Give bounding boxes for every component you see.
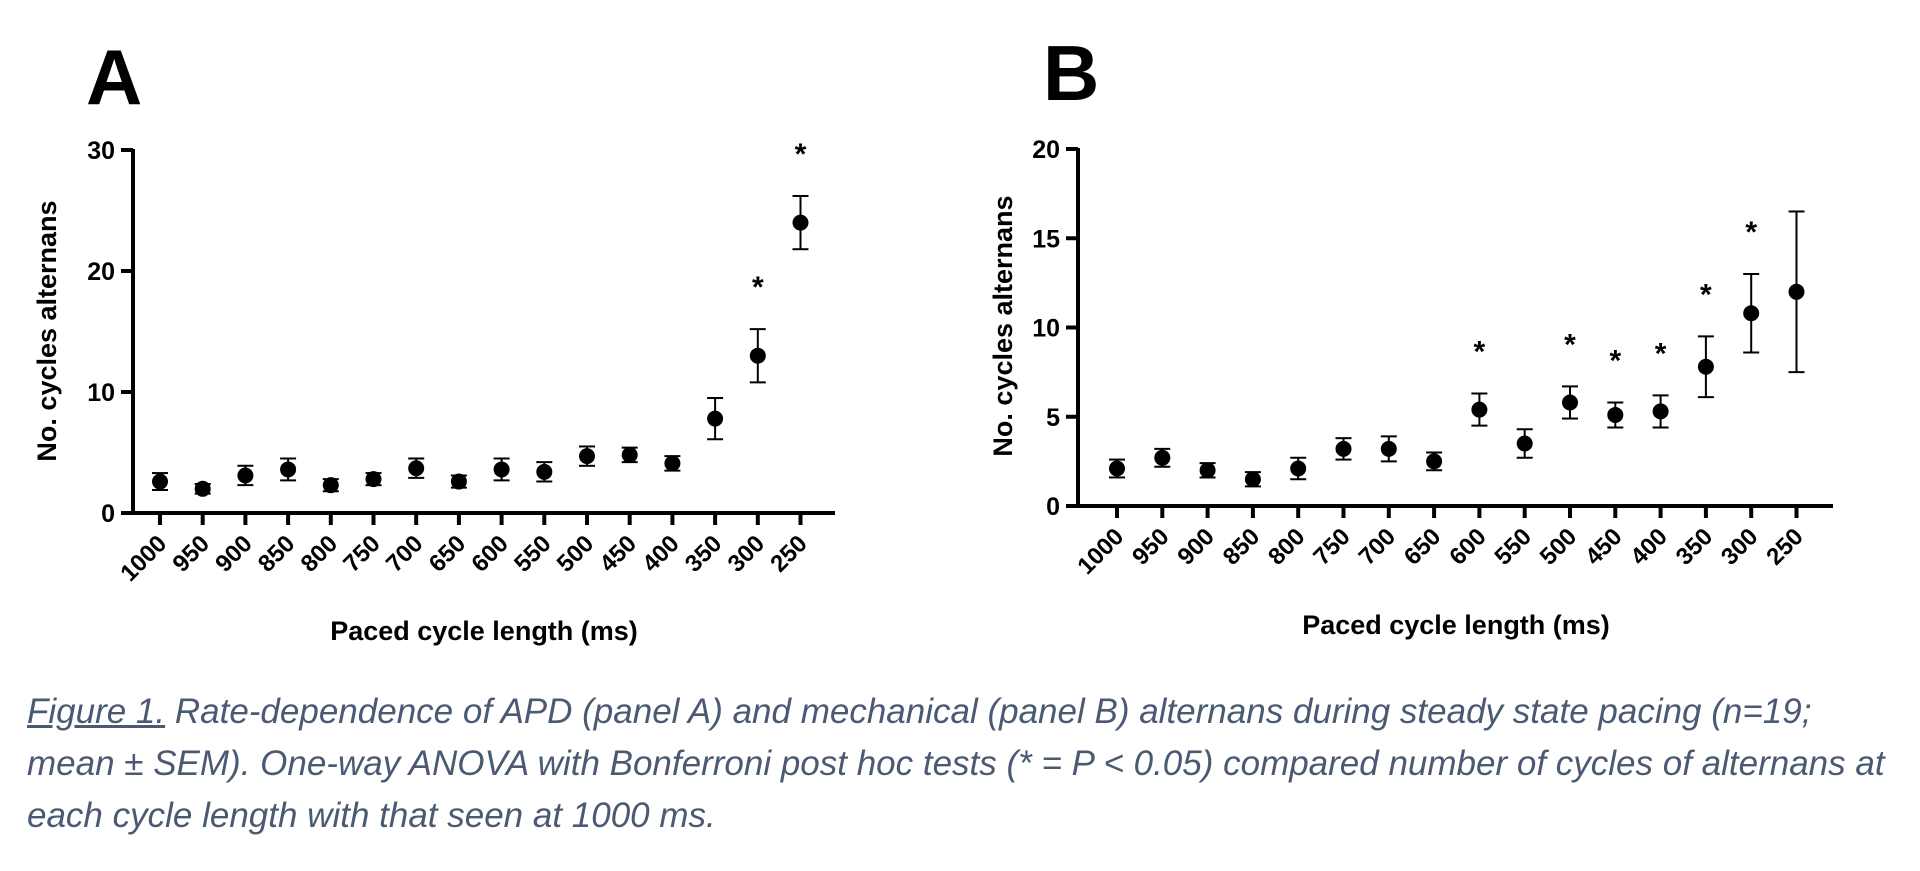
x-tick-label: 750 bbox=[1308, 523, 1355, 570]
y-tick-label: 0 bbox=[101, 500, 115, 528]
data-point bbox=[1743, 305, 1760, 322]
data-point bbox=[450, 473, 467, 490]
data-point bbox=[1788, 283, 1805, 300]
y-tick-label: 15 bbox=[1032, 225, 1060, 253]
x-tick-label: 900 bbox=[1172, 523, 1219, 570]
x-tick-label: 550 bbox=[1490, 523, 1537, 570]
data-point bbox=[1607, 406, 1624, 423]
data-point bbox=[280, 461, 297, 478]
x-tick-label: 250 bbox=[1761, 523, 1808, 570]
significance-marker: * bbox=[795, 138, 807, 171]
x-tick-label: 500 bbox=[1535, 523, 1582, 570]
significance-marker: * bbox=[1609, 344, 1621, 377]
y-tick-label: 30 bbox=[87, 137, 115, 165]
significance-marker: * bbox=[1700, 278, 1712, 311]
data-point bbox=[1697, 358, 1714, 375]
significance-marker: * bbox=[1564, 328, 1576, 361]
data-point bbox=[1426, 453, 1443, 470]
y-tick-label: 5 bbox=[1046, 404, 1060, 432]
x-tick-label: 650 bbox=[1399, 523, 1446, 570]
y-tick-label: 10 bbox=[1032, 315, 1060, 343]
y-tick-label: 0 bbox=[1046, 493, 1060, 521]
panel-label-a: A bbox=[86, 33, 143, 121]
data-point bbox=[707, 410, 724, 427]
significance-marker: * bbox=[1655, 337, 1667, 370]
y-tick-label: 10 bbox=[87, 379, 115, 407]
data-point bbox=[322, 477, 339, 494]
data-point bbox=[536, 463, 553, 480]
y-tick-label: 20 bbox=[1032, 136, 1060, 164]
x-tick-label: 450 bbox=[1580, 523, 1627, 570]
x-axis-title: Paced cycle length (ms) bbox=[330, 616, 638, 646]
data-point bbox=[621, 446, 638, 463]
data-point bbox=[1562, 394, 1578, 411]
y-axis-title: No. cycles alternans bbox=[988, 195, 1018, 456]
x-tick-label: 850 bbox=[1218, 523, 1265, 570]
significance-marker: * bbox=[1745, 216, 1757, 249]
data-point bbox=[493, 461, 510, 478]
data-point bbox=[237, 467, 254, 484]
x-tick-label: 800 bbox=[1263, 523, 1310, 570]
data-point bbox=[1199, 462, 1216, 479]
data-point bbox=[1244, 471, 1261, 488]
data-point bbox=[1109, 460, 1125, 477]
data-point bbox=[408, 460, 425, 477]
data-point bbox=[365, 471, 382, 488]
data-point bbox=[1335, 440, 1352, 457]
x-tick-label: 350 bbox=[1671, 523, 1718, 570]
panel-label-b: B bbox=[1043, 29, 1100, 117]
data-point bbox=[1652, 403, 1669, 420]
x-tick-label: 1000 bbox=[1072, 523, 1129, 580]
data-point bbox=[664, 455, 681, 472]
data-point bbox=[792, 214, 809, 231]
x-tick-label: 600 bbox=[1444, 523, 1491, 570]
data-point bbox=[152, 473, 168, 490]
caption-label: Figure 1. bbox=[27, 692, 166, 731]
x-tick-label: 300 bbox=[1716, 523, 1763, 570]
caption-text: Rate-dependence of APD (panel A) and mec… bbox=[27, 692, 1885, 835]
data-point bbox=[1380, 440, 1397, 457]
y-axis-title: No. cycles alternans bbox=[32, 200, 62, 461]
data-point bbox=[1154, 449, 1171, 466]
figure-caption: Figure 1. Rate-dependence of APD (panel … bbox=[27, 686, 1907, 842]
y-tick-label: 20 bbox=[87, 258, 115, 286]
data-point bbox=[749, 347, 766, 364]
significance-marker: * bbox=[1474, 336, 1486, 369]
data-point bbox=[579, 448, 595, 465]
data-point bbox=[1516, 435, 1533, 452]
x-tick-label: 400 bbox=[1625, 523, 1672, 570]
significance-marker: * bbox=[752, 271, 764, 304]
data-point bbox=[1290, 460, 1307, 477]
data-point bbox=[1471, 401, 1488, 418]
x-axis-title: Paced cycle length (ms) bbox=[1302, 610, 1610, 640]
data-point bbox=[194, 480, 211, 497]
x-tick-label: 700 bbox=[1354, 523, 1401, 570]
x-tick-label: 950 bbox=[1127, 523, 1174, 570]
